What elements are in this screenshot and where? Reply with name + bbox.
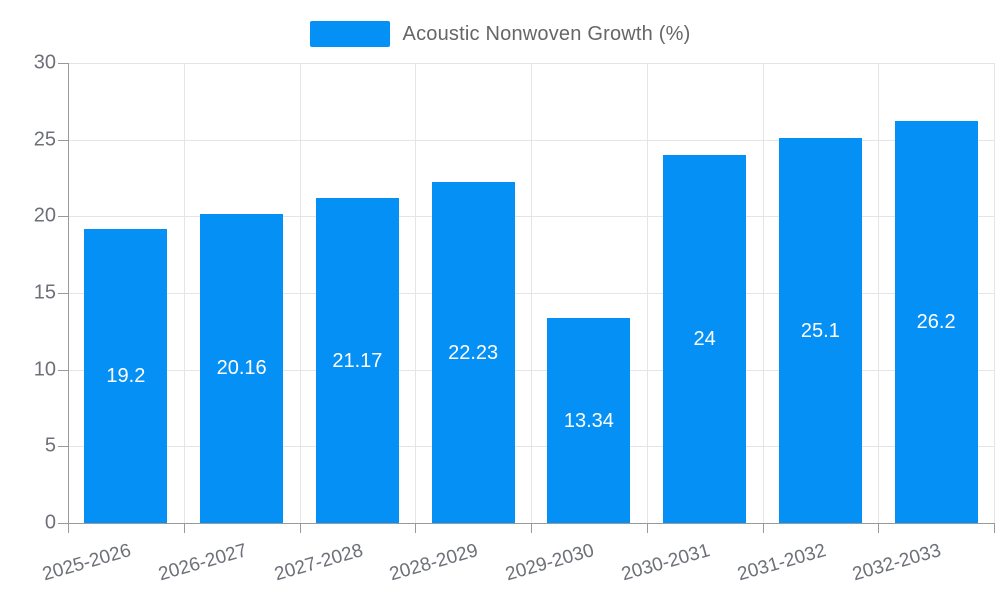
x-tick-label: 2030-2031	[618, 540, 713, 586]
x-gridline	[299, 63, 301, 523]
x-axis-tick	[994, 523, 995, 533]
x-axis-tick	[646, 523, 648, 533]
legend-item[interactable]: Acoustic Nonwoven Growth (%)	[0, 21, 1000, 47]
y-tick-label: 20	[33, 204, 56, 227]
x-axis-line	[68, 523, 994, 524]
y-tick-label: 15	[33, 281, 56, 304]
y-axis-tick	[58, 139, 68, 141]
x-tick-label: 2026-2027	[155, 540, 250, 586]
x-gridline	[531, 63, 532, 523]
bar-value-label: 25.1	[800, 319, 840, 342]
bar-value-label: 24	[693, 328, 716, 350]
y-tick-label: 10	[33, 358, 56, 381]
y-axis-line	[68, 63, 69, 533]
bar-2029-2030[interactable]	[547, 318, 631, 523]
y-axis-tick	[58, 369, 68, 371]
x-gridline	[878, 63, 880, 523]
y-axis-tick	[58, 523, 68, 524]
y-tick-label: 30	[33, 51, 56, 74]
bar-value-label: 22.23	[448, 341, 499, 364]
x-axis-tick	[299, 523, 301, 533]
x-axis-tick	[415, 523, 417, 533]
legend-swatch	[309, 21, 390, 47]
y-axis-tick	[58, 216, 68, 218]
x-axis-tick	[878, 523, 880, 533]
y-axis-tick	[58, 293, 68, 294]
x-gridline	[415, 63, 417, 523]
bar-2027-2028[interactable]	[315, 198, 399, 523]
x-tick-label: 2028-2029	[387, 540, 481, 586]
x-tick-label: 2029-2030	[503, 540, 597, 586]
x-tick-label: 2032-2033	[850, 540, 944, 586]
bar-2030-2031[interactable]	[663, 155, 747, 523]
y-tick-label: 25	[33, 128, 56, 151]
bar-value-label: 20.16	[216, 357, 267, 380]
x-gridline	[183, 63, 185, 523]
bar-value-label: 21.17	[332, 349, 383, 372]
bar-2025-2026[interactable]	[84, 228, 168, 523]
y-tick-label: 5	[44, 434, 56, 457]
bar-2032-2033[interactable]	[894, 121, 978, 523]
y-axis-tick	[58, 446, 68, 448]
x-gridline	[994, 63, 995, 523]
x-tick-label: 2025-2026	[40, 540, 134, 586]
x-axis-tick	[762, 523, 764, 533]
bar-2028-2029[interactable]	[431, 182, 515, 523]
x-tick-label: 2027-2028	[271, 540, 365, 586]
x-tick-label: 2031-2032	[734, 540, 828, 586]
x-gridline	[646, 63, 648, 523]
y-axis-tick	[58, 63, 68, 64]
x-axis-tick	[531, 523, 532, 533]
bar-value-label: 19.2	[106, 364, 146, 387]
x-axis-tick	[183, 523, 185, 533]
legend-label: Acoustic Nonwoven Growth (%)	[402, 22, 691, 45]
bar-2026-2027[interactable]	[200, 213, 284, 523]
x-gridline	[762, 63, 764, 523]
bar-2031-2032[interactable]	[778, 138, 862, 523]
y-tick-label: 0	[44, 511, 56, 534]
bar-value-label: 13.34	[563, 409, 614, 432]
bar-value-label: 26.2	[916, 311, 956, 334]
